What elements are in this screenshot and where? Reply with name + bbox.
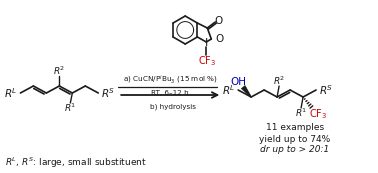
- Text: OH: OH: [230, 77, 246, 87]
- Text: RT, 6–12 h: RT, 6–12 h: [152, 90, 189, 96]
- Text: $R^1$: $R^1$: [295, 107, 307, 119]
- Text: O: O: [214, 16, 222, 26]
- Text: $R^L$, $R^S$: large, small substituent: $R^L$, $R^S$: large, small substituent: [5, 156, 147, 170]
- Text: $R^2$: $R^2$: [53, 65, 65, 77]
- Text: b) hydrolysis: b) hydrolysis: [150, 104, 196, 110]
- Text: CF$_3$: CF$_3$: [198, 54, 217, 68]
- Text: $R^L$: $R^L$: [222, 83, 235, 97]
- Text: I: I: [205, 38, 208, 48]
- Text: $R^2$: $R^2$: [273, 75, 285, 87]
- Text: 11 examples: 11 examples: [266, 124, 324, 133]
- Text: yield up to 74%: yield up to 74%: [259, 134, 331, 143]
- Text: a) CuCN/P$^i$Bu$_3$ (15 mol %): a) CuCN/P$^i$Bu$_3$ (15 mol %): [123, 74, 218, 86]
- Text: $R^L$: $R^L$: [4, 86, 17, 100]
- Text: CF$_3$: CF$_3$: [309, 107, 327, 121]
- Text: $R^1$: $R^1$: [64, 102, 77, 114]
- Text: O: O: [215, 34, 223, 44]
- Text: $R^S$: $R^S$: [101, 86, 116, 100]
- Polygon shape: [241, 85, 251, 97]
- Text: dr up to > 20:1: dr up to > 20:1: [260, 145, 330, 154]
- Text: $R^S$: $R^S$: [319, 83, 333, 97]
